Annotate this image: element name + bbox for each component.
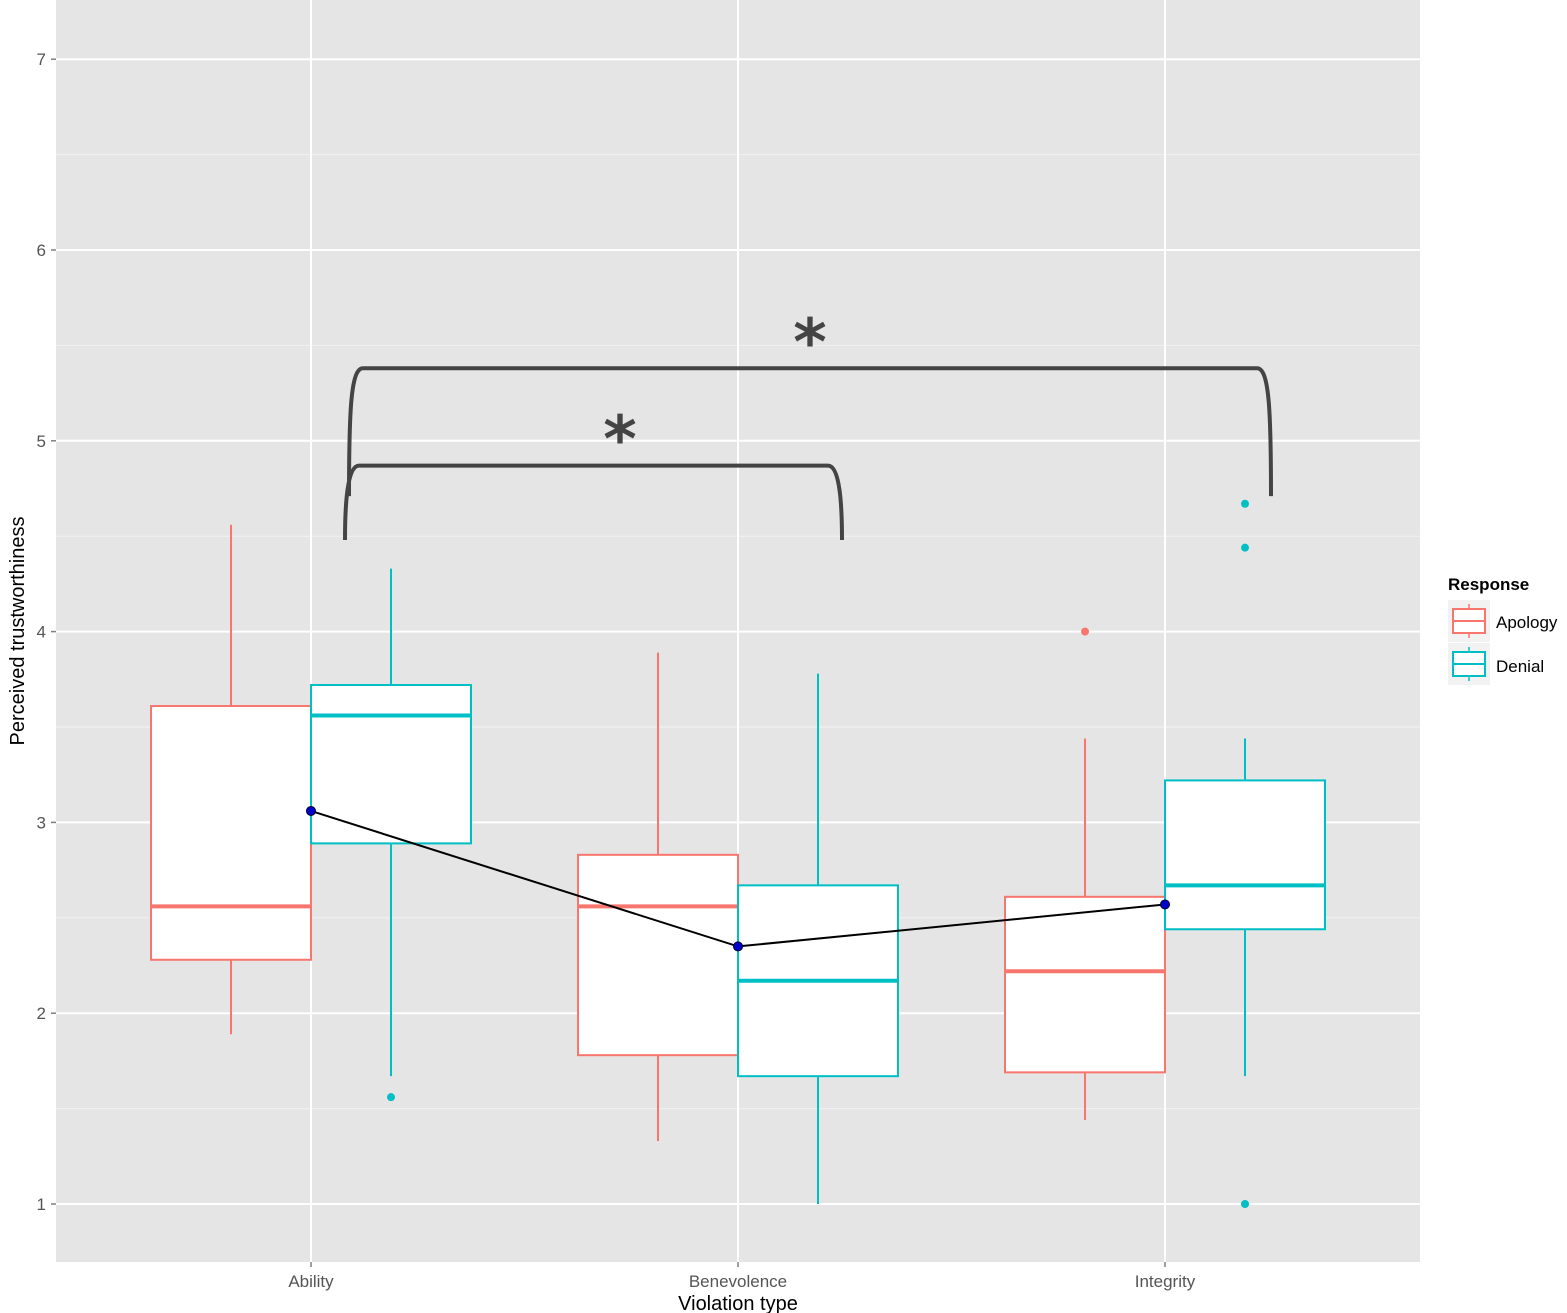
mean-line-layer: [306, 805, 1170, 952]
significance-bracket: [347, 366, 1273, 497]
y-tick-label: 5: [37, 432, 46, 451]
y-tick-label: 3: [37, 813, 46, 832]
significance-brackets: **: [343, 306, 1273, 541]
outlier-point: [1241, 1200, 1249, 1208]
x-tick-label: Benevolence: [689, 1272, 787, 1291]
box-layer: [150, 499, 1326, 1208]
significance-star: *: [793, 306, 826, 380]
legend-title: Response: [1448, 575, 1529, 594]
outlier-point: [1081, 627, 1089, 636]
x-tick-label: Ability: [288, 1272, 334, 1291]
mean-point: [306, 805, 316, 816]
significance-star: *: [603, 404, 636, 478]
y-tick-label: 7: [37, 50, 46, 69]
y-tick-label: 4: [37, 623, 46, 642]
legend: Response Apology Denial: [1448, 575, 1558, 685]
mean-point: [1160, 899, 1170, 910]
y-axis: 1 2 3 4 5 6 7: [37, 50, 56, 1214]
y-axis-title: Perceived trustworthiness: [7, 517, 29, 746]
box-iqr: [577, 853, 739, 1057]
y-tick-label: 2: [37, 1004, 46, 1023]
y-tick-label: 6: [37, 241, 46, 260]
x-axis-title: Violation type: [678, 1293, 798, 1313]
y-tick-label: 1: [37, 1195, 46, 1214]
box-iqr: [1004, 895, 1166, 1074]
outlier-point: [1241, 543, 1249, 552]
x-tick-label: Integrity: [1135, 1272, 1196, 1291]
outlier-point: [387, 1093, 395, 1102]
mean-point: [733, 941, 743, 952]
x-axis: Ability Benevolence Integrity: [288, 1262, 1196, 1291]
legend-label-denial: Denial: [1496, 657, 1544, 676]
legend-label-apology: Apology: [1496, 613, 1558, 632]
box-iqr: [150, 705, 312, 961]
box-iqr: [1164, 779, 1326, 931]
legend-keys: [1452, 604, 1486, 681]
outlier-point: [1241, 499, 1249, 508]
box-iqr: [310, 684, 472, 845]
significance-bracket: [343, 463, 844, 541]
